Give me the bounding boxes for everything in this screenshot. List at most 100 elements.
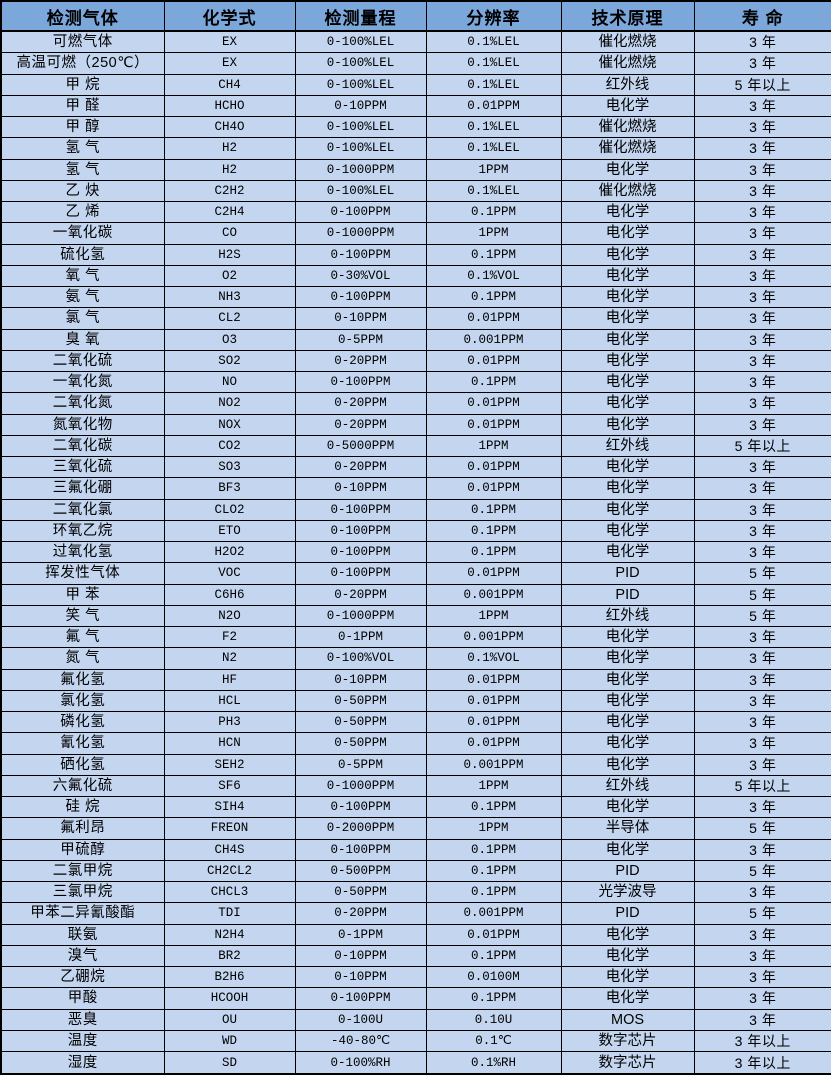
cell-detection-gas: 溴气 [0,944,165,968]
cell-chemical-formula: CH4O [163,116,296,139]
cell-service-life: 3 年以上 [693,1029,831,1053]
cell-technical-principle: 电化学 [560,94,695,118]
cell-resolution: 0.1PPM [425,243,562,266]
cell-chemical-formula: BR2 [163,944,296,968]
table-row: 一氧化氮 NO 0-100PPM 0.1PPM 电化学 3 年 [0,371,831,394]
cell-detection-range: 0-10PPM [294,668,427,691]
table-row: 湿度 SD 0-100%RH 0.1%RH 数字芯片 3 年以上 [0,1051,831,1075]
cell-detection-gas: 甲 醛 [0,94,165,118]
cell-technical-principle: 电化学 [560,392,695,415]
cell-technical-principle: 电化学 [560,668,695,691]
cell-service-life: 3 年 [693,371,831,394]
cell-service-life: 3 年 [693,753,831,776]
cell-detection-range: 0-100PPM [294,371,427,394]
cell-detection-gas: 挥发性气体 [0,562,165,585]
cell-technical-principle: 电化学 [560,498,695,521]
cell-detection-range: 0-100%LEL [294,30,427,54]
cell-technical-principle: 催化燃烧 [560,116,695,139]
cell-chemical-formula: NH3 [163,286,296,309]
table-row: 恶臭 OU 0-100U 0.10U MOS 3 年 [0,1008,831,1031]
cell-service-life: 3 年 [693,966,831,989]
cell-detection-gas: 氧 气 [0,264,165,288]
cell-service-life: 3 年 [693,519,831,543]
table-row: 氟化氢 HF 0-10PPM 0.01PPM 电化学 3 年 [0,668,831,691]
table-row: 硫化氢 H2S 0-100PPM 0.1PPM 电化学 3 年 [0,243,831,266]
cell-chemical-formula: F2 [163,626,296,649]
cell-technical-principle: 电化学 [560,328,695,351]
cell-resolution: 1PPM [425,158,562,181]
cell-service-life: 3 年 [693,477,831,500]
cell-detection-gas: 甲酸 [0,987,165,1010]
cell-service-life: 3 年 [693,413,831,436]
cell-service-life: 3 年 [693,923,831,946]
table-row: 甲 醛 HCHO 0-10PPM 0.01PPM 电化学 3 年 [0,94,831,118]
cell-technical-principle: 电化学 [560,732,695,755]
table-row: 氮 气 N2 0-100%VOL 0.1%VOL 电化学 3 年 [0,647,831,670]
cell-technical-principle: 催化燃烧 [560,179,695,203]
table-row: 硒化氢 SEH2 0-5PPM 0.001PPM 电化学 3 年 [0,753,831,776]
cell-resolution: 0.1℃ [425,1029,562,1053]
cell-detection-gas: 恶臭 [0,1008,165,1031]
cell-service-life: 3 年 [693,796,831,819]
table-row: 氢 气 H2 0-1000PPM 1PPM 电化学 3 年 [0,158,831,181]
table-row: 氰化氢 HCN 0-50PPM 0.01PPM 电化学 3 年 [0,732,831,755]
cell-chemical-formula: VOC [163,562,296,585]
cell-detection-range: 0-100PPM [294,286,427,309]
cell-resolution: 0.01PPM [425,711,562,734]
cell-resolution: 1PPM [425,817,562,840]
cell-resolution: 0.1PPM [425,859,562,883]
cell-resolution: 1PPM [425,774,562,798]
cell-resolution: 0.1PPM [425,541,562,564]
cell-chemical-formula: SIH4 [163,796,296,819]
cell-detection-gas: 二氧化碳 [0,434,165,458]
cell-chemical-formula: C2H2 [163,179,296,203]
cell-technical-principle: 电化学 [560,987,695,1010]
cell-resolution: 0.1PPM [425,881,562,904]
cell-chemical-formula: O2 [163,264,296,288]
cell-detection-gas: 乙 炔 [0,179,165,203]
cell-resolution: 0.1%RH [425,1051,562,1075]
cell-detection-range: 0-20PPM [294,902,427,925]
cell-technical-principle: 电化学 [560,966,695,989]
cell-technical-principle: 电化学 [560,349,695,373]
cell-chemical-formula: CLO2 [163,498,296,521]
cell-technical-principle: 红外线 [560,774,695,798]
column-header-formula: 化学式 [163,0,296,32]
cell-detection-range: 0-5000PPM [294,434,427,458]
cell-service-life: 5 年 [693,562,831,585]
cell-detection-gas: 硅 烷 [0,796,165,819]
cell-detection-range: 0-20PPM [294,456,427,479]
cell-technical-principle: 电化学 [560,711,695,734]
cell-resolution: 0.01PPM [425,477,562,500]
cell-technical-principle: 电化学 [560,944,695,968]
cell-technical-principle: 电化学 [560,158,695,181]
table-row: 二氯甲烷 CH2CL2 0-500PPM 0.1PPM PID 5 年 [0,859,831,883]
cell-detection-gas: 氢 气 [0,158,165,181]
cell-resolution: 0.01PPM [425,94,562,118]
cell-detection-gas: 氨 气 [0,286,165,309]
cell-detection-gas: 甲 醇 [0,116,165,139]
cell-resolution: 0.1%VOL [425,647,562,670]
cell-detection-range: 0-100PPM [294,562,427,585]
cell-chemical-formula: N2O [163,604,296,628]
column-header-resolution: 分辨率 [425,0,562,32]
cell-resolution: 0.001PPM [425,902,562,925]
cell-technical-principle: PID [560,902,695,925]
cell-detection-gas: 二氯甲烷 [0,859,165,883]
cell-technical-principle: 电化学 [560,519,695,543]
cell-detection-range: 0-20PPM [294,392,427,415]
cell-technical-principle: MOS [560,1008,695,1031]
cell-resolution: 0.001PPM [425,583,562,606]
cell-detection-range: 0-2000PPM [294,817,427,840]
table-row: 氯化氢 HCL 0-50PPM 0.01PPM 电化学 3 年 [0,689,831,713]
cell-detection-gas: 二氧化氯 [0,498,165,521]
cell-detection-range: 0-10PPM [294,944,427,968]
cell-service-life: 3 年 [693,732,831,755]
cell-service-life: 5 年以上 [693,774,831,798]
cell-detection-range: 0-50PPM [294,881,427,904]
cell-detection-range: 0-100%VOL [294,647,427,670]
cell-detection-range: 0-10PPM [294,307,427,330]
cell-detection-range: 0-1000PPM [294,604,427,628]
cell-technical-principle: 电化学 [560,371,695,394]
